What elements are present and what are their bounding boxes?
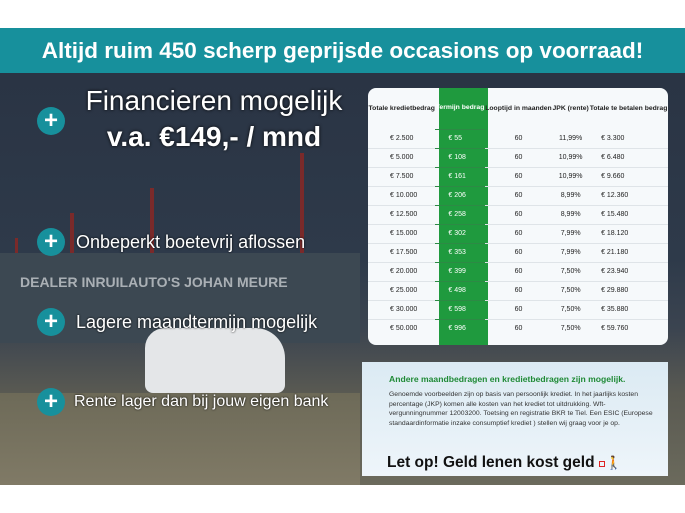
table-cell: € 5.000 xyxy=(368,148,436,168)
table-row: € 17.500 € 353 60 7,99% € 21.180 xyxy=(368,243,668,263)
benefit-item: + Rente lager dan bij jouw eigen bank xyxy=(37,388,328,416)
table-cell: 60 xyxy=(484,281,553,301)
table-cell: 7,99% xyxy=(552,243,590,263)
table-row: € 15.000 € 302 60 7,99% € 18.120 xyxy=(368,224,668,244)
table-cell: € 3.300 xyxy=(589,129,668,149)
table-cell: 10,99% xyxy=(552,167,590,187)
car-image xyxy=(145,328,285,393)
table-cell: € 21.180 xyxy=(589,243,668,263)
table-cell: 7,50% xyxy=(552,281,590,301)
table-row: € 20.000 € 399 60 7,50% € 23.940 xyxy=(368,262,668,282)
table-cell: 8,99% xyxy=(552,205,590,225)
benefit-item: + Onbeperkt boetevrij aflossen xyxy=(37,228,305,256)
walking-man-ball-chain-icon: 🚶 xyxy=(598,455,622,471)
table-cell: 60 xyxy=(484,262,553,282)
table-row: € 30.000 € 598 60 7,50% € 35.880 xyxy=(368,300,668,320)
table-cell: € 30.000 xyxy=(368,300,436,320)
loan-warning: Let op! Geld lenen kost geld 🚶 xyxy=(387,454,622,472)
table-cell: 60 xyxy=(484,243,553,263)
table-row: € 12.500 € 258 60 8,99% € 15.480 xyxy=(368,205,668,225)
column-header: Totale kredietbedrag xyxy=(368,104,435,112)
table-cell: € 12.500 xyxy=(368,205,436,225)
table-cell: € 108 xyxy=(435,148,485,168)
dealer-sign: DEALER INRUILAUTO'S JOHAN MEURE xyxy=(20,274,288,290)
table-cell: € 15.480 xyxy=(589,205,668,225)
table-cell: € 206 xyxy=(435,186,485,206)
table-cell: € 35.880 xyxy=(589,300,668,320)
table-cell: € 353 xyxy=(435,243,485,263)
table-cell: € 17.500 xyxy=(368,243,436,263)
table-cell: € 18.120 xyxy=(589,224,668,244)
table-cell: € 161 xyxy=(435,167,485,187)
table-cell: € 2.500 xyxy=(368,129,436,149)
table-row: € 7.500 € 161 60 10,99% € 9.660 xyxy=(368,167,668,187)
table-cell: 7,99% xyxy=(552,224,590,244)
table-row: € 2.500 € 55 60 11,99% € 3.300 xyxy=(368,129,668,149)
table-cell: 60 xyxy=(484,224,553,244)
table-cell: € 10.000 xyxy=(368,186,436,206)
benefit-label: Rente lager dan bij jouw eigen bank xyxy=(74,393,329,410)
table-cell: € 498 xyxy=(435,281,485,301)
table-cell: 10,99% xyxy=(552,148,590,168)
table-cell: 60 xyxy=(484,167,553,187)
table-row: € 10.000 € 206 60 8,99% € 12.360 xyxy=(368,186,668,206)
credit-table: Totale kredietbedrag Termijn bedrag Loopti… xyxy=(368,88,668,338)
table-cell: 8,99% xyxy=(552,186,590,206)
table-row: € 50.000 € 996 60 7,50% € 59.760 xyxy=(368,319,668,338)
benefit-label: Lagere maandtermijn mogelijk xyxy=(76,311,318,332)
table-row: € 5.000 € 108 60 10,99% € 6.480 xyxy=(368,148,668,168)
info-title: Andere maandbedragen en kredietbedragen … xyxy=(389,374,626,384)
table-cell: 60 xyxy=(484,129,553,149)
table-cell: € 258 xyxy=(435,205,485,225)
table-cell: € 15.000 xyxy=(368,224,436,244)
info-body: Genoemde voorbeelden zijn op basis van p… xyxy=(389,391,653,427)
table-cell: € 996 xyxy=(448,325,466,333)
table-cell: € 7.500 xyxy=(368,167,436,187)
table-cell: € 29.880 xyxy=(589,281,668,301)
table-cell: € 50.000 xyxy=(390,325,418,333)
warning-text: Let op! Geld lenen kost geld xyxy=(387,454,595,471)
benefit-label: Onbeperkt boetevrij aflossen xyxy=(76,231,306,252)
table-row: € 25.000 € 498 60 7,50% € 29.880 xyxy=(368,281,668,301)
credit-table-panel: Totale kredietbedrag Termijn bedrag Loopti… xyxy=(368,88,668,345)
column-header: JPK (rente) xyxy=(552,104,589,112)
table-cell: € 598 xyxy=(435,300,485,320)
table-cell: € 25.000 xyxy=(368,281,436,301)
plus-circle-icon: + xyxy=(37,308,65,336)
plus-circle-icon: + xyxy=(37,388,65,416)
table-cell: 60 xyxy=(514,325,523,333)
column-header: Totale te betalen bedrag xyxy=(589,104,668,112)
financing-text: Financieren mogelijk v.a. €149,- / mnd xyxy=(74,85,354,153)
table-cell: 60 xyxy=(484,186,553,206)
column-header: Termijn bedrag xyxy=(435,88,485,130)
table-cell: € 20.000 xyxy=(368,262,436,282)
table-cell: 7,50% xyxy=(560,325,581,333)
promo-banner: Altijd ruim 450 scherp geprijsde occasio… xyxy=(0,28,685,73)
table-cell: € 399 xyxy=(435,262,485,282)
table-cell: € 55 xyxy=(435,129,485,149)
table-cell: 11,99% xyxy=(552,129,590,149)
benefit-item: + Lagere maandtermijn mogelijk xyxy=(37,308,317,336)
plus-circle-icon: + xyxy=(37,228,65,256)
table-cell: € 59.760 xyxy=(601,325,629,333)
column-header: Looptijd in maanden xyxy=(485,104,552,112)
info-panel: Andere maandbedragen en kredietbedragen … xyxy=(362,362,668,476)
financing-line2: v.a. €149,- / mnd xyxy=(106,121,322,152)
table-cell: € 12.360 xyxy=(589,186,668,206)
table-cell: 60 xyxy=(484,148,553,168)
plus-circle-icon: + xyxy=(37,107,65,135)
financing-line1: Financieren mogelijk xyxy=(85,85,343,116)
banner-title: Altijd ruim 450 scherp geprijsde occasio… xyxy=(41,37,644,63)
table-cell: € 9.660 xyxy=(589,167,668,187)
table-cell: 60 xyxy=(484,300,553,320)
benefit-financing: + xyxy=(37,107,65,135)
table-cell: € 23.940 xyxy=(589,262,668,282)
table-cell: 60 xyxy=(484,205,553,225)
table-cell: 7,50% xyxy=(552,262,590,282)
table-cell: € 302 xyxy=(435,224,485,244)
table-cell: € 6.480 xyxy=(589,148,668,168)
table-cell: 7,50% xyxy=(552,300,590,320)
